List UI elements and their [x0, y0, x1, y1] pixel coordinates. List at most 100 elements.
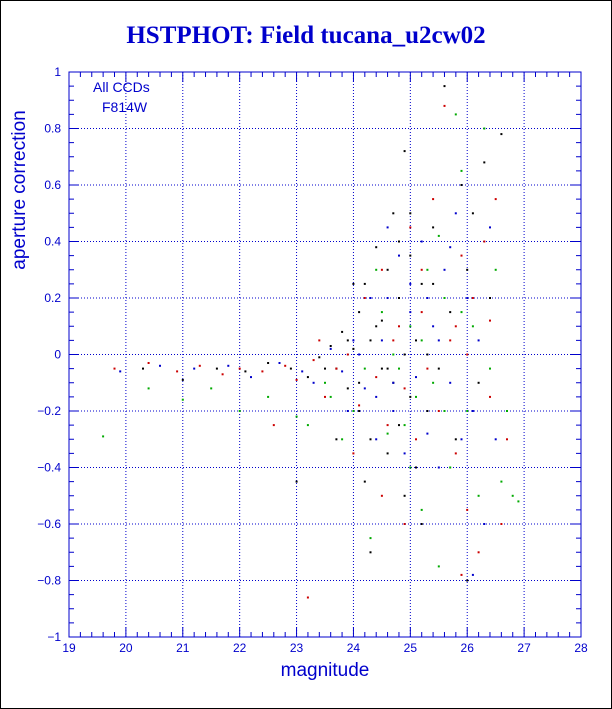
- data-point: [454, 113, 457, 116]
- data-point: [449, 246, 452, 249]
- data-point: [454, 438, 457, 441]
- data-point: [420, 282, 423, 285]
- data-point: [500, 523, 503, 525]
- data-point: [432, 226, 435, 229]
- data-point: [147, 387, 150, 390]
- data-point: [363, 387, 366, 390]
- data-point: [289, 367, 292, 370]
- data-point: [409, 282, 412, 285]
- data-point: [386, 226, 389, 229]
- data-point: [454, 325, 457, 328]
- x-tick-label: 21: [176, 641, 190, 655]
- data-point: [278, 362, 281, 364]
- data-point: [483, 161, 486, 164]
- data-point: [380, 319, 383, 322]
- data-point: [506, 438, 508, 441]
- annotation-filter: F814W: [102, 99, 148, 115]
- data-point: [312, 381, 315, 384]
- x-tick-label: 23: [290, 641, 304, 655]
- data-point: [176, 370, 179, 373]
- data-point: [494, 198, 497, 201]
- data-point: [392, 410, 395, 412]
- data-point: [142, 367, 144, 370]
- x-axis-title: magnitude: [281, 660, 370, 681]
- data-point: [443, 85, 446, 88]
- x-tick-label: 24: [347, 641, 361, 655]
- data-point: [443, 104, 446, 107]
- data-point: [346, 339, 349, 342]
- data-point: [238, 410, 241, 412]
- data-point: [392, 381, 395, 384]
- data-point: [398, 240, 400, 243]
- data-point: [198, 364, 201, 367]
- data-point: [517, 500, 520, 503]
- data-point: [460, 438, 463, 441]
- data-point: [238, 367, 241, 370]
- y-tick-label: −0.8: [37, 574, 61, 588]
- data-point: [426, 353, 429, 356]
- data-point: [341, 330, 344, 333]
- data-point: [358, 353, 361, 356]
- data-point: [369, 339, 372, 342]
- data-point: [369, 551, 372, 554]
- data-point: [306, 376, 309, 379]
- data-point: [449, 339, 452, 342]
- data-point: [420, 508, 423, 511]
- data-point: [454, 452, 457, 455]
- data-point: [420, 339, 423, 342]
- data-point: [415, 376, 417, 379]
- data-point: [380, 311, 383, 314]
- data-point: [471, 297, 474, 299]
- data-point: [392, 339, 395, 342]
- data-point: [272, 424, 275, 427]
- data-point: [346, 410, 349, 412]
- data-point: [471, 212, 474, 215]
- data-point: [113, 367, 116, 370]
- y-tick-label: −1: [47, 630, 61, 644]
- data-point: [392, 353, 395, 356]
- data-point: [159, 364, 161, 367]
- data-point: [181, 378, 184, 381]
- data-point: [415, 466, 417, 469]
- data-point: [295, 415, 298, 418]
- data-point: [284, 364, 287, 367]
- data-point: [318, 339, 321, 342]
- data-point: [193, 367, 196, 370]
- data-point: [358, 381, 361, 384]
- data-point: [386, 268, 389, 271]
- x-tick-label: 20: [119, 641, 133, 655]
- x-tick-labels: 19 20 21 22 23 24 25 26 27 28: [62, 641, 588, 655]
- data-point: [403, 353, 406, 356]
- data-point: [295, 378, 298, 381]
- data-point: [460, 311, 463, 314]
- data-point: [215, 367, 218, 370]
- data-point: [449, 311, 452, 314]
- data-point: [466, 410, 469, 412]
- data-point: [432, 198, 435, 201]
- data-point: [483, 240, 486, 243]
- data-point: [210, 387, 213, 390]
- data-point: [369, 438, 372, 441]
- y-tick-label: 0.2: [44, 291, 61, 305]
- data-point: [386, 367, 389, 370]
- y-tick-label: 0.6: [44, 178, 61, 192]
- y-tick-label: −0.4: [37, 461, 61, 475]
- data-point: [363, 367, 366, 370]
- data-point: [301, 370, 304, 373]
- data-point: [403, 387, 406, 390]
- data-point: [460, 254, 463, 257]
- data-point: [489, 297, 491, 299]
- data-point: [471, 573, 474, 576]
- data-point: [341, 438, 344, 441]
- data-point: [403, 424, 406, 427]
- data-point: [466, 353, 469, 356]
- data-point: [318, 356, 321, 359]
- data-points: [102, 85, 520, 599]
- data-point: [352, 347, 355, 350]
- data-point: [386, 432, 389, 435]
- data-point: [380, 339, 383, 342]
- data-point: [358, 311, 361, 314]
- data-point: [363, 297, 366, 299]
- data-point: [363, 480, 366, 483]
- data-point: [369, 297, 372, 299]
